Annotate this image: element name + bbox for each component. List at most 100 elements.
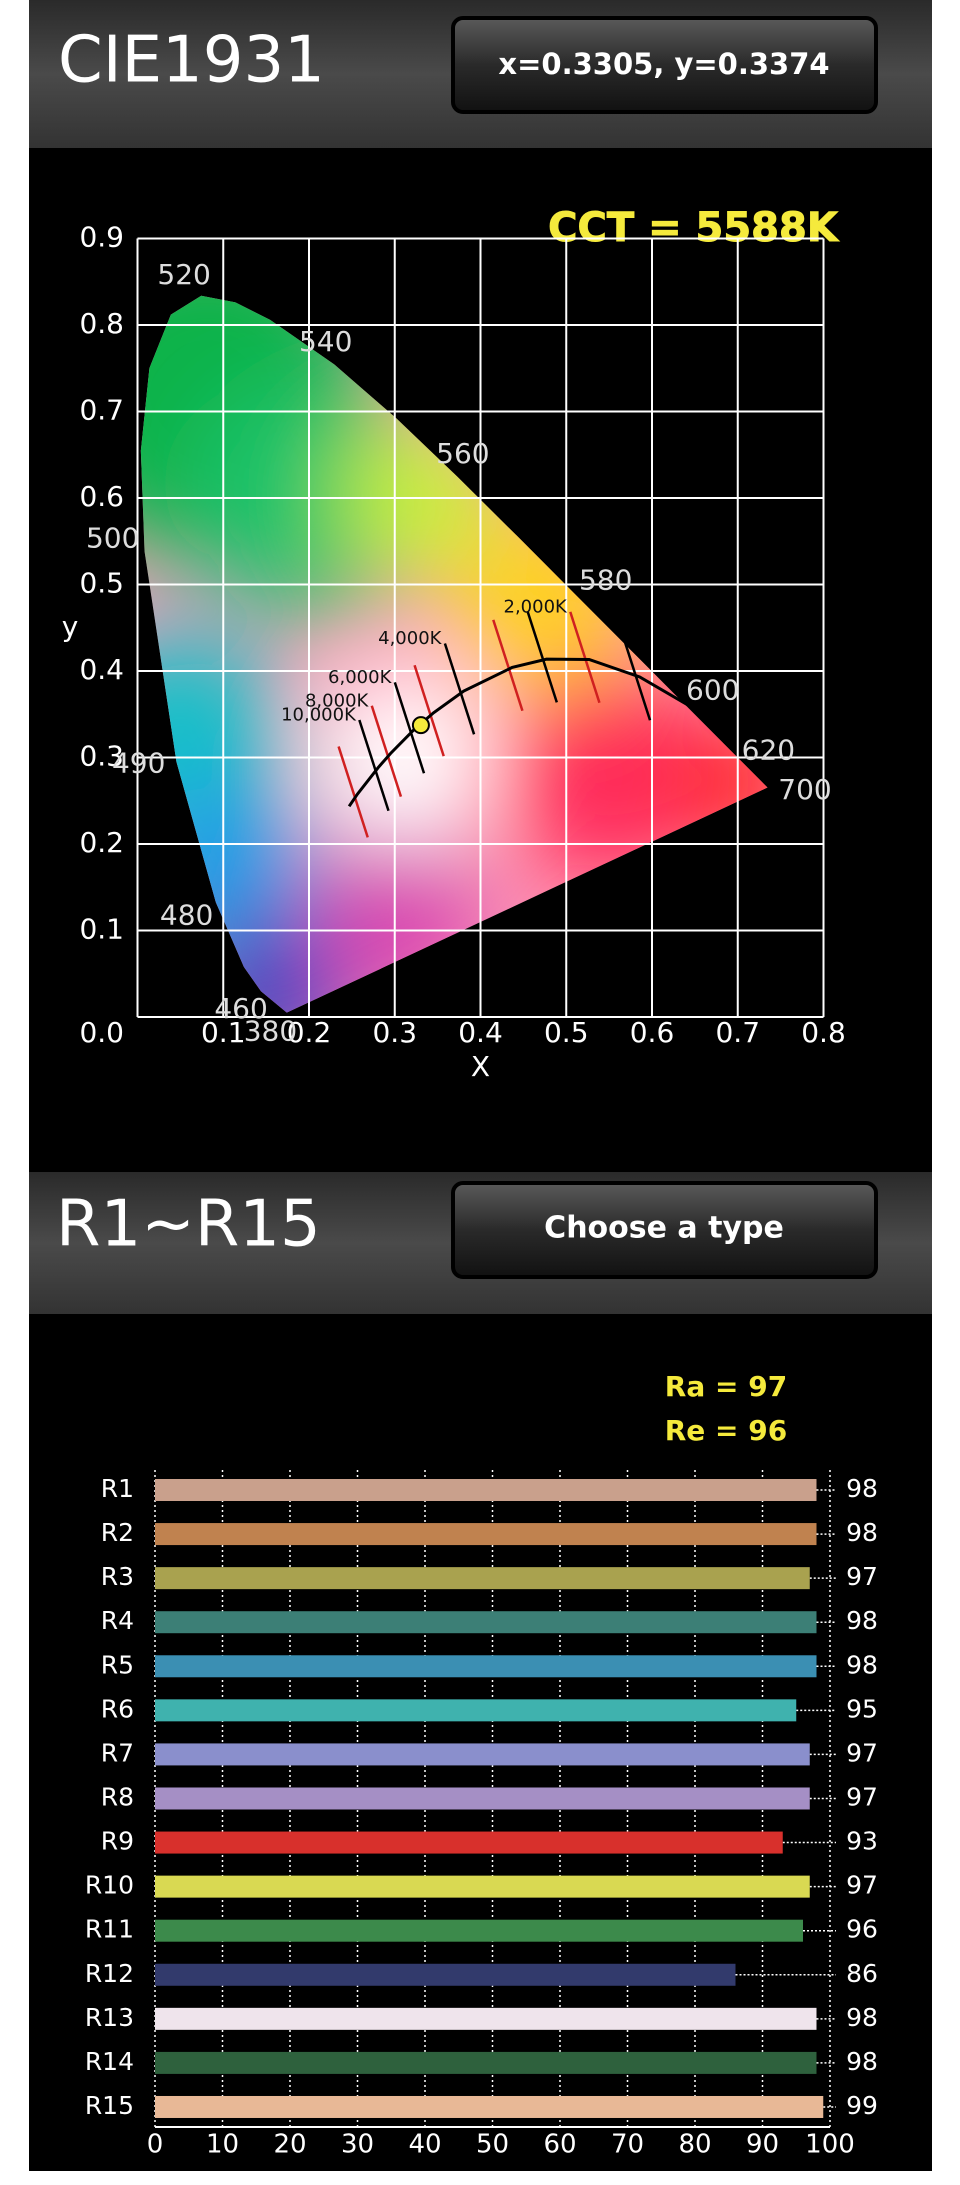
wavelength-label: 600 (686, 674, 739, 707)
x-tick-label: 10 (206, 2130, 239, 2160)
y-tick-label: 0.5 (79, 567, 124, 600)
measured-point (411, 716, 430, 735)
panel-title: CIE1931 (58, 24, 325, 98)
wavelength-label: 620 (742, 734, 795, 767)
bar (155, 2007, 817, 2030)
wavelength-label: 380 (244, 1015, 297, 1048)
value-label: 98 (846, 1606, 878, 1635)
y-tick-label: 0.4 (79, 653, 124, 686)
bar (155, 2051, 817, 2074)
bar (155, 1875, 810, 1898)
cct-label: 2,000K (504, 597, 569, 618)
y-tick-label: R11 (85, 1915, 134, 1944)
wavelength-label: 490 (112, 747, 165, 780)
annotation: Re = 96 (665, 1414, 787, 1447)
x-tick-label: 0.5 (544, 1016, 589, 1049)
x-tick-label: 100 (805, 2130, 855, 2160)
y-tick-label: R7 (101, 1738, 134, 1767)
value-label: 97 (846, 1738, 878, 1767)
x-tick-label: 0.8 (801, 1016, 846, 1049)
cct-label: 10,000K (281, 705, 357, 726)
y-tick-label: R12 (85, 1959, 134, 1988)
x-tick-label: 0.7 (715, 1016, 760, 1049)
y-tick-label: R14 (85, 2047, 134, 2076)
bar (155, 1699, 797, 1722)
x-tick-label: 80 (678, 2130, 711, 2160)
wavelength-label: 460 (214, 992, 267, 1025)
y-tick-label: R10 (85, 1871, 134, 1900)
y-tick-label: 0.9 (79, 221, 124, 254)
isotherm (569, 611, 601, 704)
y-tick-label: R13 (85, 2003, 134, 2032)
y-tick-label: R2 (101, 1518, 134, 1547)
value-label: 95 (846, 1694, 878, 1723)
y-tick-label: 0.7 (79, 394, 124, 427)
x-tick-label: 90 (746, 2130, 779, 2160)
cri-chart: Ra = 97 Re = 96 0 10 20 30 40 50 60 70 80 90 100 R1 98… (85, 1370, 878, 2160)
x-tick-label: 30 (341, 2130, 374, 2160)
wavelength-label: 500 (86, 521, 139, 554)
button-body[interactable] (451, 16, 878, 114)
y-axis-label: y (62, 610, 79, 643)
isotherm (443, 643, 476, 735)
value-label: 98 (846, 2003, 878, 2032)
button-label[interactable]: Choose a type (544, 1211, 784, 1246)
value-label: 97 (846, 1782, 878, 1811)
isotherm (526, 611, 559, 703)
annotation: CCT = 5588K (548, 205, 840, 251)
bar (155, 1743, 810, 1766)
bar (155, 1831, 783, 1854)
y-tick-label: 0.3 (79, 740, 124, 773)
x-tick-label: 0 (147, 2130, 164, 2160)
value-label: 98 (846, 1650, 878, 1679)
wavelength-label: 540 (299, 325, 352, 358)
isotherm (370, 705, 403, 797)
button-body[interactable] (451, 1181, 878, 1279)
type-button[interactable]: Choose a type (451, 1181, 878, 1279)
bar (155, 1963, 736, 1986)
x-tick-label: 70 (611, 2130, 644, 2160)
y-tick-label: 0.2 (79, 826, 124, 859)
bar (155, 1787, 810, 1810)
isotherm (358, 719, 390, 812)
x-tick-label: 0.4 (458, 1016, 503, 1049)
planckian-locus (347, 657, 699, 808)
y-tick-label: R5 (101, 1650, 134, 1679)
panel-title: R1~R15 (56, 1188, 321, 1262)
annotation: Ra = 97 (665, 1370, 787, 1403)
y-tick-label: 0.0 (79, 1016, 124, 1049)
bar (155, 1523, 817, 1546)
wavelength-label: 580 (579, 564, 632, 597)
isotherm (393, 682, 426, 774)
cct-label: 4,000K (378, 628, 443, 649)
value-label: 99 (846, 2091, 878, 2120)
gamut-color (499, 664, 720, 885)
y-tick-label: R4 (101, 1606, 134, 1635)
wavelength-label: 560 (436, 437, 489, 470)
value-label: 93 (846, 1827, 878, 1856)
x-tick-label: 0.1 (201, 1016, 246, 1049)
bar (155, 1567, 810, 1590)
bar (155, 1611, 817, 1634)
x-tick-label: 0.3 (372, 1016, 417, 1049)
value-label: 98 (846, 2047, 878, 2076)
y-tick-label: R1 (101, 1474, 134, 1503)
x-tick-label: 50 (476, 2130, 509, 2160)
y-tick-label: R15 (85, 2091, 134, 2120)
x-tick-label: 0.6 (630, 1016, 675, 1049)
cct-label: 8,000K (305, 690, 370, 711)
x-tick-label: 0.2 (287, 1016, 332, 1049)
x-tick-label: 40 (408, 2130, 441, 2160)
bar (155, 1919, 803, 1942)
bar (155, 1479, 817, 1501)
y-tick-label: R9 (101, 1827, 134, 1856)
wavelength-label: 480 (160, 898, 213, 931)
cct-label: 6,000K (328, 667, 393, 688)
value-label: 98 (846, 1518, 878, 1547)
coordinate-button[interactable]: x=0.3305, y=0.3374 (451, 16, 878, 114)
x-tick-label: 20 (273, 2130, 306, 2160)
y-tick-label: 0.6 (79, 480, 124, 513)
button-label[interactable]: x=0.3305, y=0.3374 (498, 47, 829, 81)
